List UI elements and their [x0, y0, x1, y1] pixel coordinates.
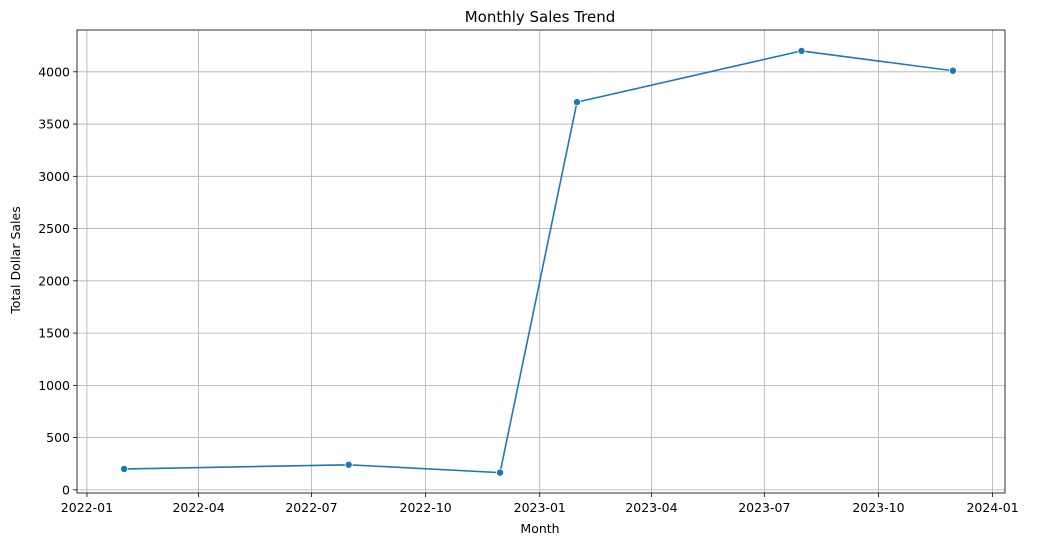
y-tick-label: 0: [62, 482, 70, 497]
data-point: [797, 46, 806, 55]
y-tick-label: 1000: [38, 378, 70, 393]
y-tick-label: 500: [46, 430, 70, 445]
y-tick-label: 4000: [38, 64, 70, 79]
y-tick-label: 3000: [38, 169, 70, 184]
y-tick-label: 2000: [38, 273, 70, 288]
series-line: [124, 50, 953, 474]
x-tick-label: 2023-04: [625, 500, 677, 515]
x-tick-label: 2023-07: [738, 500, 790, 515]
data-point: [948, 66, 957, 75]
series-layer: [120, 46, 957, 477]
x-tick-label: 2022-01: [61, 500, 113, 515]
x-tick-label: 2022-04: [172, 500, 224, 515]
x-tick-label: 2024-01: [966, 500, 1018, 515]
x-tick-label: 2022-07: [285, 500, 337, 515]
data-point: [572, 98, 581, 107]
x-axis-title: Month: [520, 521, 559, 536]
y-axis-title: Total Dollar Sales: [8, 206, 23, 314]
y-tick-label: 3500: [38, 117, 70, 132]
x-tick-label: 2022-10: [400, 500, 452, 515]
x-tick-label: 2023-10: [852, 500, 904, 515]
axes: 2022-01 2022-04 2022-07 2022-10 2023-01 2023-…: [38, 29, 1019, 515]
chart-title: Monthly Sales Trend: [465, 8, 616, 26]
x-tick-label: 2023-01: [514, 500, 566, 515]
data-point: [496, 468, 505, 477]
data-point: [344, 460, 353, 469]
plot-frame: [76, 29, 1006, 494]
y-tick-label: 1500: [38, 326, 70, 341]
grid: [77, 30, 1005, 493]
data-point: [120, 464, 129, 473]
y-tick-label: 2500: [38, 221, 70, 236]
